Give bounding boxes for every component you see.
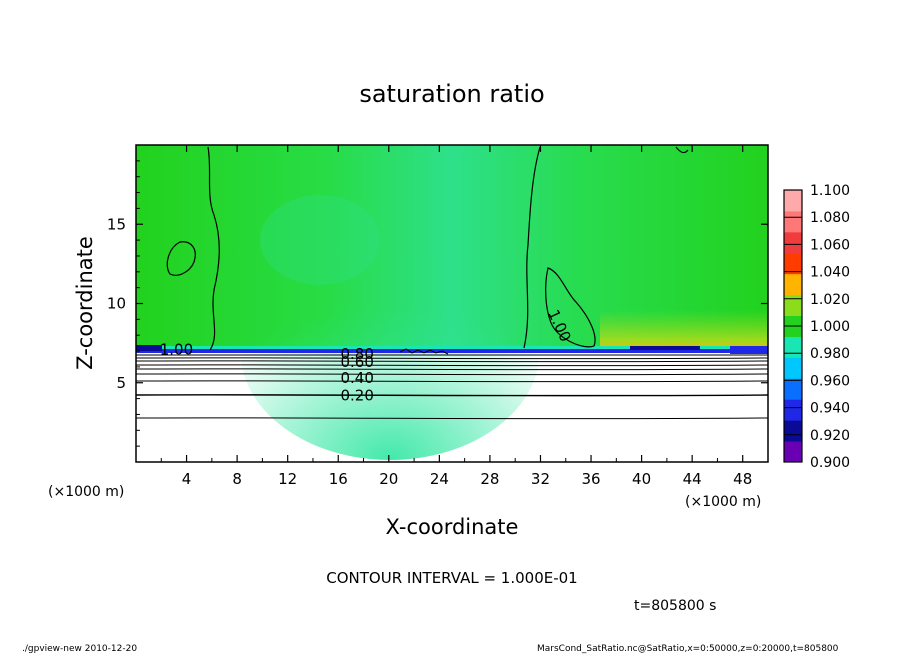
time-label: t=805800 s [634, 598, 716, 614]
contour-line [136, 368, 768, 371]
contour-1.00-right-loop [545, 267, 596, 348]
x-tick-label: 12 [278, 470, 297, 488]
x-tick-label: 48 [733, 470, 752, 488]
x-unit-left: (×1000 m) [48, 484, 124, 500]
x-axis-label: X-coordinate [386, 515, 519, 539]
contour-label: 0.20 [340, 386, 373, 404]
colorbar-swatch [784, 210, 802, 233]
chart-title: saturation ratio [359, 80, 544, 108]
band-right-blue [730, 346, 768, 354]
colorbar-label: 1.040 [810, 265, 850, 281]
colorbar-label: 1.000 [810, 319, 850, 335]
colorbar-swatch [784, 420, 802, 442]
colorbar-swatch [784, 441, 802, 463]
x-tick-label: 24 [430, 470, 449, 488]
colorbar-swatch [784, 357, 802, 379]
contour-line [136, 364, 768, 367]
contour-line [136, 380, 768, 383]
contour-wiggle [399, 348, 449, 355]
y-tick-label: 10 [107, 295, 126, 313]
x-tick-label: 32 [531, 470, 550, 488]
footer-right: MarsCond_SatRatio.nc@SatRatio,x=0:50000,… [537, 644, 839, 654]
colorbar-label: 1.060 [810, 237, 850, 253]
colorbar: 1.100 1.080 1.060 1.040 1.020 1.000 0.980 0.960… [783, 183, 850, 471]
cyan-patch [260, 195, 380, 285]
colorbar-label: 1.020 [810, 292, 850, 308]
x-tick-label: 4 [182, 470, 192, 488]
x-tick-label: 40 [632, 470, 651, 488]
contour-1.00-left [207, 146, 220, 351]
contour-line-0.20 [136, 394, 768, 397]
contour-line [136, 373, 768, 376]
contour-label: 0.60 [340, 353, 373, 371]
colorbar-swatch [784, 378, 802, 400]
colorbar-label: 0.960 [810, 373, 850, 389]
colorbar-label: 1.100 [810, 183, 850, 199]
colorbar-swatch [784, 252, 802, 275]
colorbar-swatch [784, 294, 802, 317]
x-tick-label: 44 [683, 470, 702, 488]
colorbar-swatch [784, 231, 802, 254]
x-tick-label: 36 [581, 470, 600, 488]
contour-closed-loop [166, 241, 196, 276]
contour-interval: CONTOUR INTERVAL = 1.000E-01 [326, 569, 577, 587]
band-cyan [136, 346, 768, 351]
band-right-dark [630, 346, 700, 350]
contour-label: 0.80 [340, 345, 373, 363]
contour-line [136, 360, 768, 363]
footer-left: ./gpview-new 2010-12-20 [22, 644, 137, 654]
contour-label: 1.00 [160, 340, 193, 358]
y-tick-label: 5 [116, 374, 126, 392]
contour-labels: 1.001.000.800.600.400.20 [160, 307, 575, 405]
colorbar-label: 0.900 [810, 455, 850, 471]
x-unit-right: (×1000 m) [685, 494, 761, 510]
colorbar-label: 0.940 [810, 401, 850, 417]
colorbar-swatch [784, 190, 802, 212]
contour-label: 0.40 [340, 369, 373, 387]
x-tick-label: 20 [379, 470, 398, 488]
x-tick-label: 8 [232, 470, 242, 488]
contour-line [136, 357, 768, 360]
x-tick-label: 28 [480, 470, 499, 488]
colorbar-label: 1.080 [810, 210, 850, 226]
y-tick-label: 15 [107, 215, 126, 233]
band-left-dark [136, 345, 162, 351]
plot-field: 1.001.000.800.600.400.20 [136, 145, 768, 462]
colorbar-label: 0.920 [810, 428, 850, 444]
y-axis-label: Z-coordinate [73, 236, 97, 370]
y-axis-ticks: 5 10 15 [107, 160, 768, 447]
x-tick-label: 16 [329, 470, 348, 488]
x-axis-ticks: 4 8 12 16 20 24 28 32 36 40 44 48 [160, 145, 752, 488]
colorbar-swatch [784, 399, 802, 421]
colorbar-swatch [784, 336, 802, 358]
colorbar-swatch [784, 273, 802, 296]
band-blue [136, 349, 768, 353]
supersaturated-patch [600, 310, 768, 352]
contour-1.00-middle [523, 146, 541, 349]
colorbar-label: 0.980 [810, 346, 850, 362]
contour-top-right [675, 146, 689, 154]
contour-line [136, 417, 768, 420]
